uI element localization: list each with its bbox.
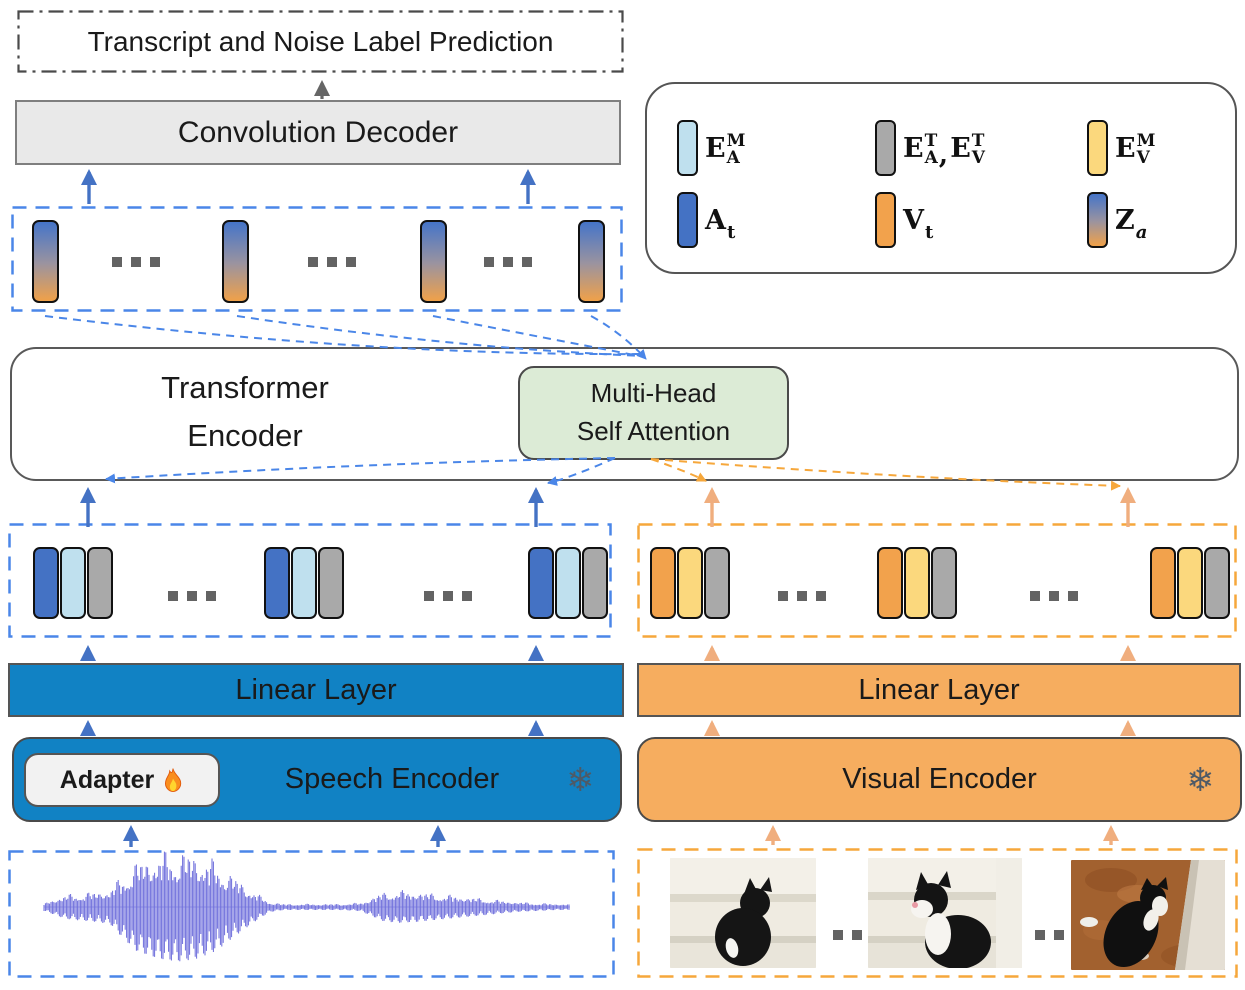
visual-linear-layer-box: Linear Layer	[637, 663, 1241, 717]
dashed-blue-border	[11, 206, 623, 312]
gray-token-icon	[875, 120, 896, 176]
frozen-snowflake-icon: ❄	[1186, 760, 1214, 799]
audio-token-group	[264, 547, 344, 619]
masked-visual-token	[904, 547, 930, 619]
ellipsis-icon	[112, 257, 160, 267]
audio-token	[33, 547, 59, 619]
flame-icon	[165, 767, 182, 792]
visual-encoder-label: Visual Encoder	[842, 763, 1037, 795]
ellipsis-icon	[778, 591, 826, 601]
audio-token-group	[33, 547, 113, 619]
audio-linear-layer-box: Linear Layer	[8, 663, 624, 717]
frozen-snowflake-icon: ❄	[566, 760, 594, 799]
latent-token	[578, 220, 605, 303]
video-frame-2	[868, 858, 1022, 968]
dash-dot-border	[17, 10, 624, 73]
text-token	[931, 547, 957, 619]
prediction-label: Transcript and Noise Label Prediction	[87, 25, 554, 57]
ellipsis-icon	[484, 257, 532, 267]
visual-token-group	[877, 547, 957, 619]
video-frames-input-box	[637, 848, 1238, 978]
visual-token	[877, 547, 903, 619]
multi-head-self-attention-box: Multi-Head Self Attention	[518, 366, 789, 460]
cat-on-stairs-image	[670, 858, 816, 968]
convolution-decoder-box: Convolution Decoder	[15, 100, 621, 165]
ellipsis-icon	[1030, 591, 1078, 601]
visual-token	[650, 547, 676, 619]
orange-token-icon	[875, 192, 896, 248]
dashed-orange-border	[637, 848, 1238, 978]
audio-waveform-input-box	[8, 850, 615, 978]
adapter-box: Adapter	[24, 753, 220, 807]
transformer-encoder-label: Transformer Encoder	[161, 369, 329, 453]
visual-token-group	[1150, 547, 1230, 619]
blue-token-icon	[677, 192, 698, 248]
audio-token-group	[528, 547, 608, 619]
yellow-token-icon	[1087, 120, 1108, 176]
ellipsis-icon	[308, 257, 356, 267]
masked-audio-token	[60, 547, 86, 619]
dashed-blue-border	[8, 850, 615, 978]
text-token	[87, 547, 113, 619]
text-token	[318, 547, 344, 619]
dashed-orange-border	[637, 523, 1237, 638]
cat-top-view-image	[1071, 860, 1225, 970]
light-blue-token-icon	[677, 120, 698, 176]
text-token	[582, 547, 608, 619]
latent-token	[420, 220, 447, 303]
latent-token	[32, 220, 59, 303]
video-frame-3	[1071, 860, 1225, 970]
cat-on-stairs-image	[868, 858, 1022, 968]
audio-token-row-box	[8, 523, 612, 638]
speech-encoder-box: Speech Encoder Adapter ❄	[12, 737, 622, 822]
audio-token	[264, 547, 290, 619]
masked-audio-token	[291, 547, 317, 619]
text-token	[1204, 547, 1230, 619]
visual-encoder-box: Visual Encoder ❄	[637, 737, 1242, 822]
masked-audio-token	[555, 547, 581, 619]
masked-visual-token	[1177, 547, 1203, 619]
visual-token	[1150, 547, 1176, 619]
fused-latent-row-box	[11, 206, 623, 312]
audio-token	[528, 547, 554, 619]
speech-waveform	[43, 851, 570, 962]
video-frame-1	[670, 858, 816, 968]
adapter-label: Adapter	[59, 765, 155, 794]
gradient-token-icon	[1087, 192, 1108, 248]
speech-encoder-label: Speech Encoder	[284, 763, 500, 795]
dashed-blue-border	[8, 523, 612, 638]
prediction-output-box: Transcript and Noise Label Prediction	[17, 10, 624, 73]
visual-token-group	[650, 547, 730, 619]
visual-token-row-box	[637, 523, 1237, 638]
ellipsis-icon	[168, 591, 216, 601]
latent-token	[222, 220, 249, 303]
masked-visual-token	[677, 547, 703, 619]
text-token	[704, 547, 730, 619]
ellipsis-icon	[424, 591, 472, 601]
